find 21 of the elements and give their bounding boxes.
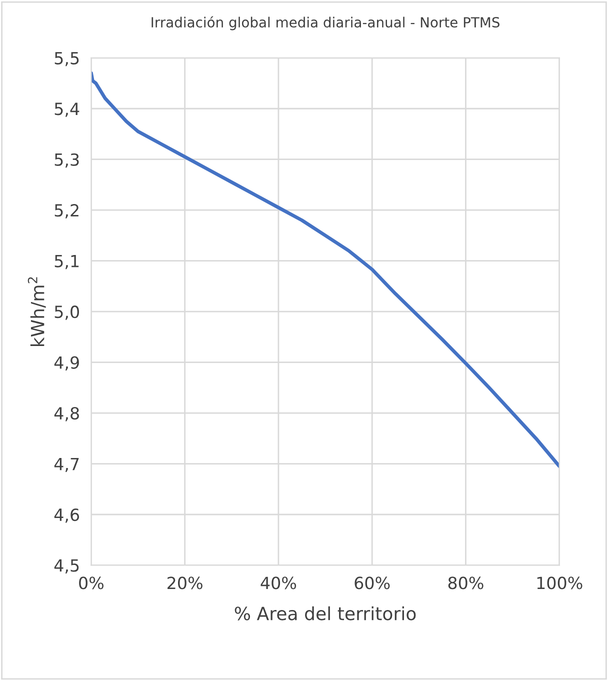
y-tick-label: 4,6 [54, 508, 80, 523]
y-tick-label: 4,8 [54, 406, 79, 422]
y-tick-label: 5,4 [54, 102, 80, 117]
y-tick-label: 5,2 [54, 204, 78, 218]
y-tick-label: 4,9 [54, 356, 79, 371]
x-tick-label: 20% [168, 576, 202, 590]
chart-title: Irradiación global media diaria-anual - Norte PTMS [152, 16, 500, 30]
x-tick-label: 100% [537, 576, 582, 590]
x-tick-label: 40% [260, 576, 296, 590]
x-tick-label: 0% [79, 576, 104, 590]
y-tick-label: 5,5 [54, 52, 79, 66]
y-tick-label: 5,0 [54, 306, 79, 320]
y-tick-label: 5,1 [54, 255, 79, 270]
y-axis-title: kWh/m$^{2}$ [28, 277, 46, 346]
line-series [91, 71, 560, 468]
x-tick-label: 80% [448, 576, 484, 590]
x-axis-title: % Area del territorio [234, 606, 416, 620]
x-tick-label: 60% [354, 576, 390, 590]
y-tick-label: 5,3 [54, 153, 79, 168]
y-tick-label: 4,5 [54, 559, 79, 574]
y-tick-label: 4,7 [54, 458, 79, 472]
